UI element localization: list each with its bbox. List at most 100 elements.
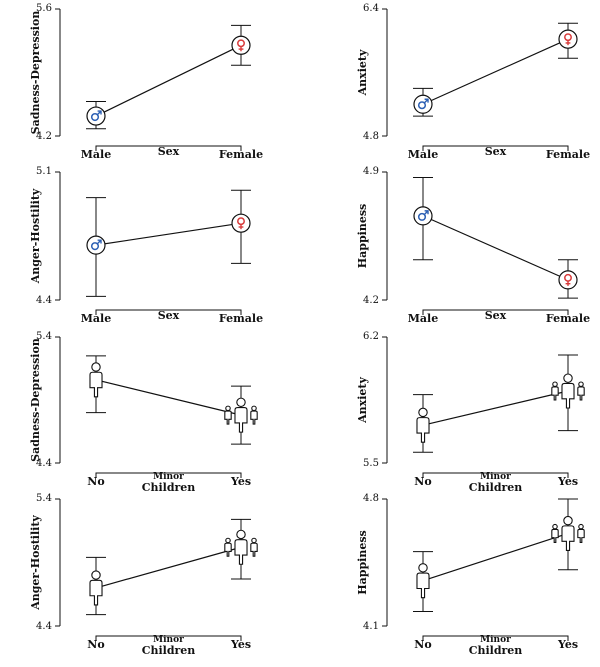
person-marker-yes-main-head (236, 397, 246, 408)
chart-panel: 6.4 4.8 Anxiety Male Female Sex (356, 3, 590, 161)
person-marker-yes-main-head (236, 529, 246, 540)
x-category-label: No (414, 475, 431, 488)
y-tick-label-bottom: 4.2 (36, 131, 52, 142)
male-symbol-arrow-shaft (423, 99, 429, 104)
male-marker-circle (86, 106, 106, 126)
chart-panel: 4.9 4.2 Happiness Male Female Sex (356, 166, 590, 325)
y-tick-label-bottom: 4.8 (363, 131, 379, 142)
person-marker-yes-left-body (224, 542, 232, 557)
y-tick-label-top: 5.6 (36, 3, 52, 14)
series-line (422, 532, 569, 582)
y-axis-label: Anxiety (356, 49, 369, 96)
y-tick-label-top: 5.4 (36, 493, 52, 504)
x-axis-title-bottom: Children (142, 481, 196, 494)
male-symbol-arrow-head (424, 98, 429, 103)
person-marker-no-body (416, 417, 430, 443)
male-marker-circle (86, 235, 106, 255)
person-marker-yes-right-body (250, 542, 258, 557)
person-marker-yes-right-body (577, 386, 585, 401)
x-category-label: No (87, 638, 104, 651)
y-tick-label-top: 4.9 (363, 166, 379, 177)
person-marker-yes-left-body (551, 528, 559, 544)
x-category-label: Female (219, 312, 263, 325)
series-line (95, 546, 242, 589)
y-tick-label-bottom: 4.2 (363, 295, 379, 306)
y-tick-label-bottom: 5.5 (363, 458, 379, 469)
x-axis (95, 309, 242, 315)
person-marker-yes-left-head (552, 523, 558, 530)
y-tick-label-top: 5.1 (36, 166, 52, 177)
female-symbol-ring (564, 273, 572, 282)
male-symbol-arrow-shaft (423, 210, 429, 215)
x-axis-title-bottom: Children (469, 644, 523, 657)
person-marker-yes-main-body (234, 406, 248, 433)
x-axis (422, 635, 569, 641)
x-axis-title-top: Minor (153, 472, 184, 482)
series-line (422, 390, 569, 426)
male-symbol-ring (90, 112, 100, 122)
x-category-label: Female (219, 148, 263, 161)
female-marker-circle (558, 29, 578, 49)
y-axis-label: Anxiety (356, 377, 369, 424)
person-marker-no-body (89, 579, 103, 606)
series-line (422, 38, 569, 105)
series-line (95, 222, 242, 246)
male-symbol-arrow-head (424, 210, 429, 215)
x-axis-title-top: Minor (480, 472, 511, 482)
y-tick-label-bottom: 4.4 (36, 295, 52, 306)
female-marker-circle (558, 270, 578, 290)
person-marker-yes-right-body (577, 528, 585, 544)
x-axis (95, 145, 242, 151)
person-marker-no-body (89, 371, 103, 398)
x-axis-title-bottom: Children (142, 644, 196, 657)
male-symbol-arrow-shaft (96, 110, 102, 116)
male-symbol-ring (417, 212, 427, 221)
y-axis-label: Sadness-Depression (29, 11, 42, 135)
x-axis-title-bottom: Children (469, 481, 523, 494)
x-axis (422, 145, 569, 151)
male-symbol-ring (417, 101, 427, 110)
male-symbol-ring (90, 242, 100, 251)
series-line (95, 44, 242, 117)
person-marker-no-head (418, 407, 428, 418)
person-marker-no-head (91, 362, 101, 372)
x-axis-title: Sex (158, 309, 180, 322)
y-tick-label-top: 6.2 (363, 331, 379, 342)
person-marker-yes-right-head (578, 381, 584, 387)
person-marker-yes-left-head (225, 405, 231, 412)
male-marker-circle (413, 206, 433, 226)
person-marker-yes-right-head (578, 523, 584, 530)
x-axis (422, 309, 569, 315)
x-category-label: Male (408, 312, 438, 325)
person-marker-yes-main-head (563, 515, 573, 526)
person-marker-yes-left-body (224, 410, 232, 425)
x-category-label: No (87, 475, 104, 488)
male-symbol-arrow-head (97, 110, 102, 115)
x-category-label: Yes (557, 475, 578, 488)
male-marker-circle (413, 94, 433, 114)
x-axis-title: Sex (485, 145, 507, 158)
x-category-label: Male (81, 312, 111, 325)
y-tick-label-top: 5.4 (36, 331, 52, 342)
y-axis-label: Happiness (356, 204, 369, 268)
y-tick-label-bottom: 4.4 (36, 621, 52, 632)
person-marker-yes-right-head (251, 405, 257, 412)
person-marker-no-body (416, 572, 430, 599)
y-tick-label-top: 4.8 (363, 493, 379, 504)
x-category-label: Female (546, 148, 590, 161)
y-axis-label: Anger-Hostility (29, 188, 42, 284)
x-category-label: Male (81, 148, 111, 161)
person-marker-yes-left-body (551, 386, 559, 401)
x-axis-title: Sex (158, 145, 180, 158)
x-axis-title: Sex (485, 309, 507, 322)
x-category-label: Yes (557, 638, 578, 651)
x-category-label: Male (408, 148, 438, 161)
female-marker-circle (231, 35, 251, 55)
x-axis (95, 472, 242, 478)
person-marker-yes-main-body (561, 382, 575, 409)
